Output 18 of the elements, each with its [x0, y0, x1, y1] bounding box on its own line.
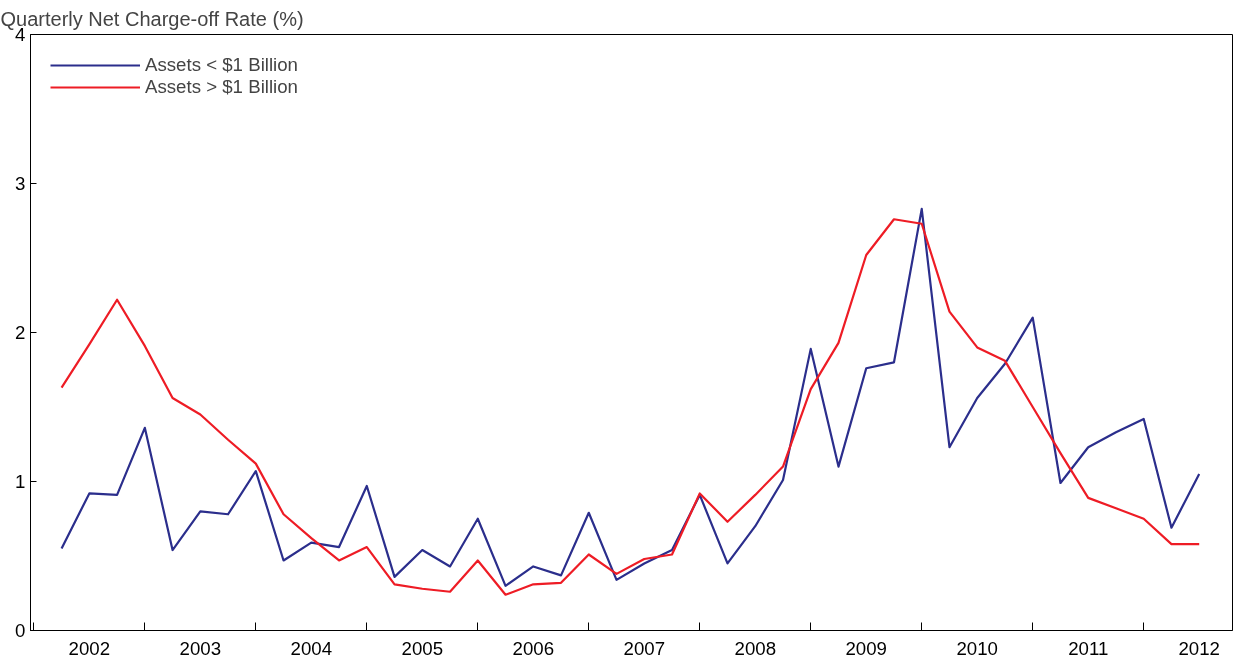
x-tick-label: 2002: [68, 637, 111, 659]
x-tick-label: 2010: [956, 637, 998, 659]
x-tick-label: 2007: [623, 637, 666, 659]
x-tick-label: 2004: [290, 637, 333, 659]
x-tick-label: 2005: [401, 637, 444, 659]
x-tick-label: 2012: [1178, 637, 1220, 659]
x-tick-label: 2009: [845, 637, 887, 659]
x-tick-label: 2008: [734, 637, 777, 659]
y-axis-title: Quarterly Net Charge-off Rate (%): [0, 7, 304, 30]
y-tick-label: 2: [15, 322, 26, 343]
y-tick-label: 1: [15, 471, 26, 492]
x-tick-label: 2006: [512, 637, 555, 659]
legend-label: Assets < $1 Billion: [145, 54, 298, 76]
x-tick-label: 2003: [179, 637, 222, 659]
y-tick-label: 3: [15, 173, 26, 194]
legend-label: Assets > $1 Billion: [145, 76, 298, 98]
y-tick-label: 0: [15, 620, 26, 641]
x-tick-label: 2011: [1068, 637, 1109, 659]
